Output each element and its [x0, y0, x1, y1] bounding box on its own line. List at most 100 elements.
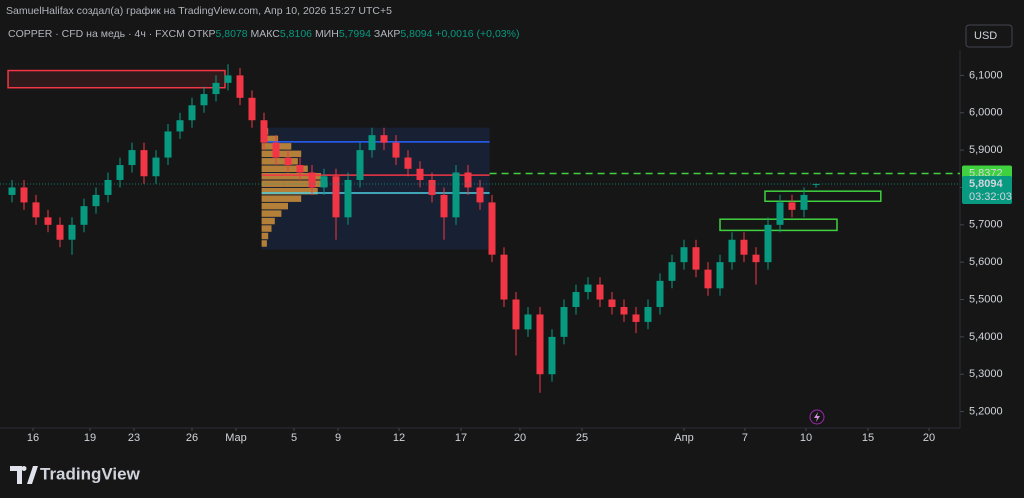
high-label: МАКС	[251, 28, 281, 40]
candle-body	[404, 157, 412, 169]
time-tick-label: 17	[455, 432, 467, 444]
candle-body	[152, 157, 160, 177]
candle-body	[356, 150, 364, 180]
time-tick-label: 5	[291, 432, 297, 444]
candle-body	[176, 120, 184, 132]
candle-body	[776, 202, 784, 225]
candle-body	[212, 82, 220, 95]
candle-body	[20, 187, 28, 203]
time-tick-label: 9	[335, 432, 341, 444]
price-tick-label: 5,3000	[969, 368, 1003, 380]
alert-icon[interactable]	[809, 409, 825, 425]
volume-profile-row	[261, 225, 272, 232]
zone	[764, 190, 882, 203]
candle-body	[320, 176, 328, 188]
candle-body	[92, 194, 100, 207]
candle-body	[44, 217, 52, 225]
volume-profile-row	[261, 232, 269, 240]
candle-body	[692, 247, 700, 270]
volume-profile-row	[261, 187, 318, 195]
candle-body	[332, 176, 340, 218]
candle-body	[524, 314, 532, 330]
candle-body	[572, 292, 580, 307]
candle-body	[500, 254, 508, 300]
change-value: +0,0016 (+0,03%)	[435, 28, 519, 40]
price-tick-label: 5,2000	[969, 405, 1003, 417]
volume-profile-row	[261, 195, 302, 202]
currency-button[interactable]	[965, 24, 1013, 48]
candle-body	[596, 284, 604, 300]
attribution: SamuelHalifax создал(а) график на Tradin…	[6, 5, 392, 17]
time-tick-label: 10	[800, 432, 812, 444]
candle-body	[128, 150, 136, 166]
currency-label[interactable]: USD	[974, 30, 997, 42]
high-value: 5,8106	[280, 28, 312, 40]
alert-icon-bolt	[814, 412, 820, 422]
candle-body	[656, 280, 664, 307]
candle-body	[296, 165, 304, 173]
volume-profile-row	[261, 240, 267, 247]
symbol: COPPER · CFD на медь · 4ч · FXCM	[8, 28, 185, 40]
close-label: ЗАКР	[374, 28, 400, 40]
candle-body	[668, 262, 676, 281]
candle-body	[488, 202, 496, 255]
zone	[7, 69, 226, 89]
candle-body	[632, 314, 640, 322]
candle-body	[644, 306, 652, 322]
candle-body	[452, 172, 460, 218]
volume-profile-row	[261, 210, 282, 217]
price-tick-label: 5,9000	[969, 144, 1003, 156]
candle-body	[752, 254, 760, 263]
volume-profile-row	[261, 202, 288, 210]
candle-body	[56, 224, 64, 240]
volume-profile-row	[261, 217, 275, 225]
price-tick-label: 5,6000	[969, 256, 1003, 268]
candle-body	[224, 75, 232, 83]
candle-body	[536, 314, 544, 375]
open-value: 5,8078	[216, 28, 248, 40]
candle-body	[680, 247, 688, 263]
candle-body	[344, 179, 352, 218]
candle-body	[164, 131, 172, 158]
candle-body	[308, 172, 316, 188]
volume-profile-row	[261, 158, 298, 165]
candle-body	[416, 168, 424, 180]
candle-body	[368, 135, 376, 151]
candle-body	[248, 97, 256, 121]
candle-body	[728, 239, 736, 263]
volume-profile-row	[261, 135, 279, 143]
candle-body	[140, 150, 148, 177]
last-price-label: 5,8094	[969, 178, 1004, 190]
open-label: ОТКР	[188, 28, 216, 40]
brand-name: TradingView	[40, 464, 141, 483]
candle-body	[392, 142, 400, 158]
candle-body	[464, 172, 472, 188]
time-tick-label: Мар	[225, 432, 247, 444]
candle-body	[716, 262, 724, 289]
time-tick-label: 25	[576, 432, 588, 444]
last-price-countdown: 03:32:03	[969, 191, 1012, 203]
time-tick-label: 26	[186, 432, 198, 444]
candle-body	[80, 206, 88, 225]
candle-body	[788, 202, 796, 210]
last-price-box	[962, 175, 1012, 204]
candle-body	[68, 224, 76, 240]
candle-body	[8, 187, 16, 195]
time-tick-label: 23	[128, 432, 140, 444]
candle-body	[116, 165, 124, 180]
low-label: МИН	[315, 28, 339, 40]
price-tick-label: 6,0000	[969, 107, 1003, 119]
time-tick-label: 15	[862, 432, 874, 444]
candle-body	[32, 202, 40, 218]
low-value: 5,7994	[339, 28, 371, 40]
candle-body	[236, 75, 244, 98]
price-tick-label: 6,1000	[969, 69, 1003, 81]
candle-body	[584, 284, 592, 293]
time-tick-label: 20	[923, 432, 935, 444]
candle-body	[284, 157, 292, 166]
time-tick-label: 7	[742, 432, 748, 444]
candle-body	[476, 187, 484, 203]
